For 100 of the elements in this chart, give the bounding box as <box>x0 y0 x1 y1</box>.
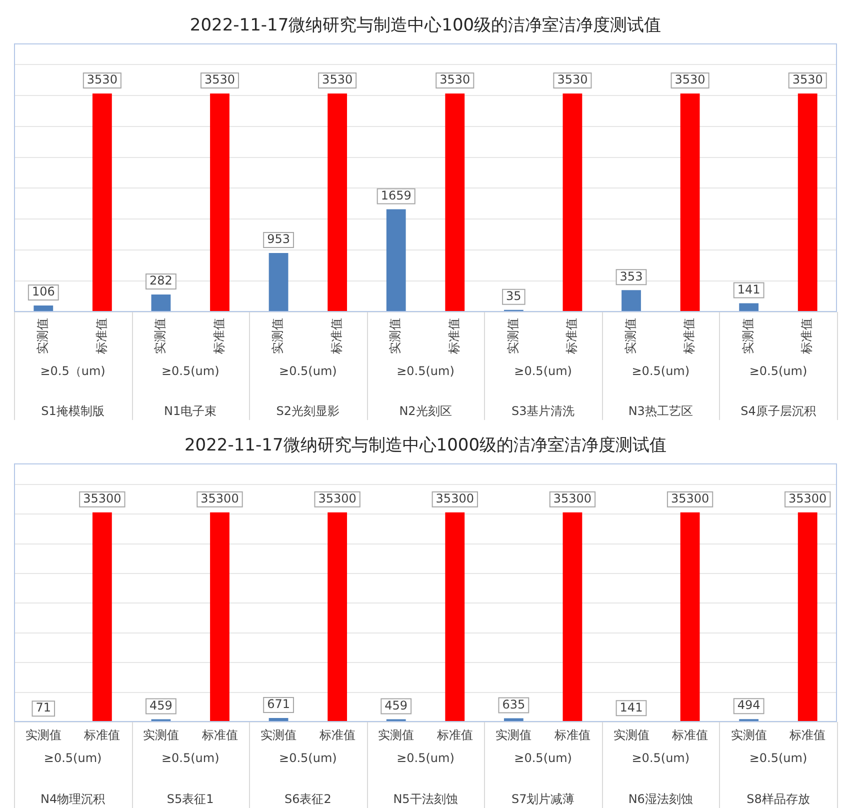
text: ≥0.5(um) <box>161 364 220 378</box>
data-label: 35300 <box>670 491 710 506</box>
bar <box>562 512 582 722</box>
text: 标准值 <box>84 728 120 742</box>
data-label: 671 <box>267 697 290 712</box>
text: 标准值 <box>447 318 462 354</box>
data-label: 35300 <box>83 491 122 506</box>
bar <box>680 512 700 722</box>
data-label: 3530 <box>204 72 236 87</box>
data-label: 35300 <box>318 491 356 506</box>
bar <box>92 93 112 312</box>
text: 实测值 <box>153 318 168 354</box>
data-label: 1659 <box>380 188 412 202</box>
bar <box>268 253 288 312</box>
x-tick-label: S3基片清洗 <box>511 404 575 418</box>
bar <box>151 294 171 312</box>
bar <box>622 290 641 312</box>
text: 实测值 <box>506 318 520 354</box>
data-label: 106 <box>32 284 55 299</box>
data-label: 71 <box>36 700 52 715</box>
data-label: 35300 <box>553 491 592 506</box>
x-tick-label: S7划片减薄 <box>511 792 575 806</box>
bar <box>504 718 524 722</box>
x-tick-label: S1掩模制版 <box>41 404 104 418</box>
text: 标准值 <box>564 318 579 354</box>
text: 标准值 <box>682 318 696 354</box>
data-label: 3530 <box>322 72 353 87</box>
data-label: 3530 <box>792 72 823 87</box>
text: 标准值 <box>329 318 344 354</box>
text: 标准值 <box>790 728 826 742</box>
bar <box>445 93 465 312</box>
bar <box>798 93 818 312</box>
text: ≥0.5(um) <box>396 364 454 378</box>
x-tick-label: N6湿法刻蚀 <box>628 792 693 806</box>
text: ≥0.5(um) <box>514 751 572 766</box>
bar <box>210 93 230 312</box>
chart-title: 2022-11-17微纳研究与制造中心1000级的洁净室洁净度测试值 <box>184 436 667 456</box>
x-tick-label: S8样品存放 <box>746 792 810 806</box>
text: 实测值 <box>142 728 179 742</box>
text: 实测值 <box>730 728 767 742</box>
data-label: 3530 <box>440 72 470 87</box>
text: 实测值 <box>623 318 638 354</box>
text: 实测值 <box>740 318 755 354</box>
bar <box>328 512 348 722</box>
text: 标准值 <box>94 318 108 355</box>
data-label: 35 <box>506 288 522 303</box>
series-label: 标准值 <box>436 728 473 742</box>
bar <box>92 512 112 722</box>
bar <box>328 93 348 312</box>
data-label: 141 <box>620 700 643 714</box>
bar <box>445 512 465 722</box>
chart-title: 2022-11-17微纳研究与制造中心100级的洁净室洁净度测试值 <box>190 16 662 36</box>
x-tick-label: N3热工艺区 <box>628 404 693 418</box>
bar <box>386 209 406 312</box>
data-label: 494 <box>737 698 760 712</box>
data-label: 35300 <box>200 491 239 506</box>
text: 实测值 <box>260 728 297 742</box>
text: 实测值 <box>270 318 285 354</box>
text: 实测值 <box>36 318 50 354</box>
data-label: 953 <box>267 232 290 246</box>
text: ≥0.5(um) <box>161 751 220 766</box>
bar <box>34 305 54 312</box>
text: ≥0.5(um) <box>749 364 808 378</box>
text: 标准值 <box>319 728 356 742</box>
text: 标准值 <box>212 318 226 354</box>
text: ≥0.5(um) <box>632 751 690 766</box>
text: ≥0.5(um) <box>749 751 808 766</box>
x-tick-label: S4原子层沉积 <box>740 404 816 418</box>
text: ≥0.5(um) <box>279 364 337 378</box>
text: 标准值 <box>554 728 590 742</box>
text: 实测值 <box>388 318 402 354</box>
data-label: 459 <box>384 698 408 712</box>
text: 标准值 <box>202 728 238 742</box>
text: 实测值 <box>496 728 532 742</box>
x-tick-label: N2光刻区 <box>399 404 452 418</box>
text: 实测值 <box>378 728 414 742</box>
text: 标准值 <box>800 318 814 354</box>
data-label: 35300 <box>436 491 474 506</box>
data-label: 459 <box>150 698 172 712</box>
text: ≥0.5(um) <box>44 751 102 766</box>
bar <box>680 93 700 312</box>
bar <box>210 512 230 722</box>
data-label: 3530 <box>557 72 588 87</box>
text: 标准值 <box>672 728 708 742</box>
bar <box>739 303 759 312</box>
bar <box>798 512 818 722</box>
x-tick-label: S6表征2 <box>284 792 332 806</box>
text: ≥0.5（um) <box>40 364 106 378</box>
bar <box>562 93 582 312</box>
text: 实测值 <box>613 728 650 742</box>
series-label: 实测值 <box>25 728 62 742</box>
x-tick-label: S5表征1 <box>166 792 214 806</box>
text: ≥0.5(um) <box>514 364 572 378</box>
data-label: 35300 <box>788 491 827 506</box>
data-label: 141 <box>737 282 760 296</box>
text: ≥0.5(um) <box>396 751 454 766</box>
x-tick-label: S2光刻显影 <box>276 404 340 418</box>
x-tick-label: N5干法刻蚀 <box>393 792 458 806</box>
x-tick-label: N1电子束 <box>164 404 217 418</box>
data-label: 282 <box>150 274 172 288</box>
